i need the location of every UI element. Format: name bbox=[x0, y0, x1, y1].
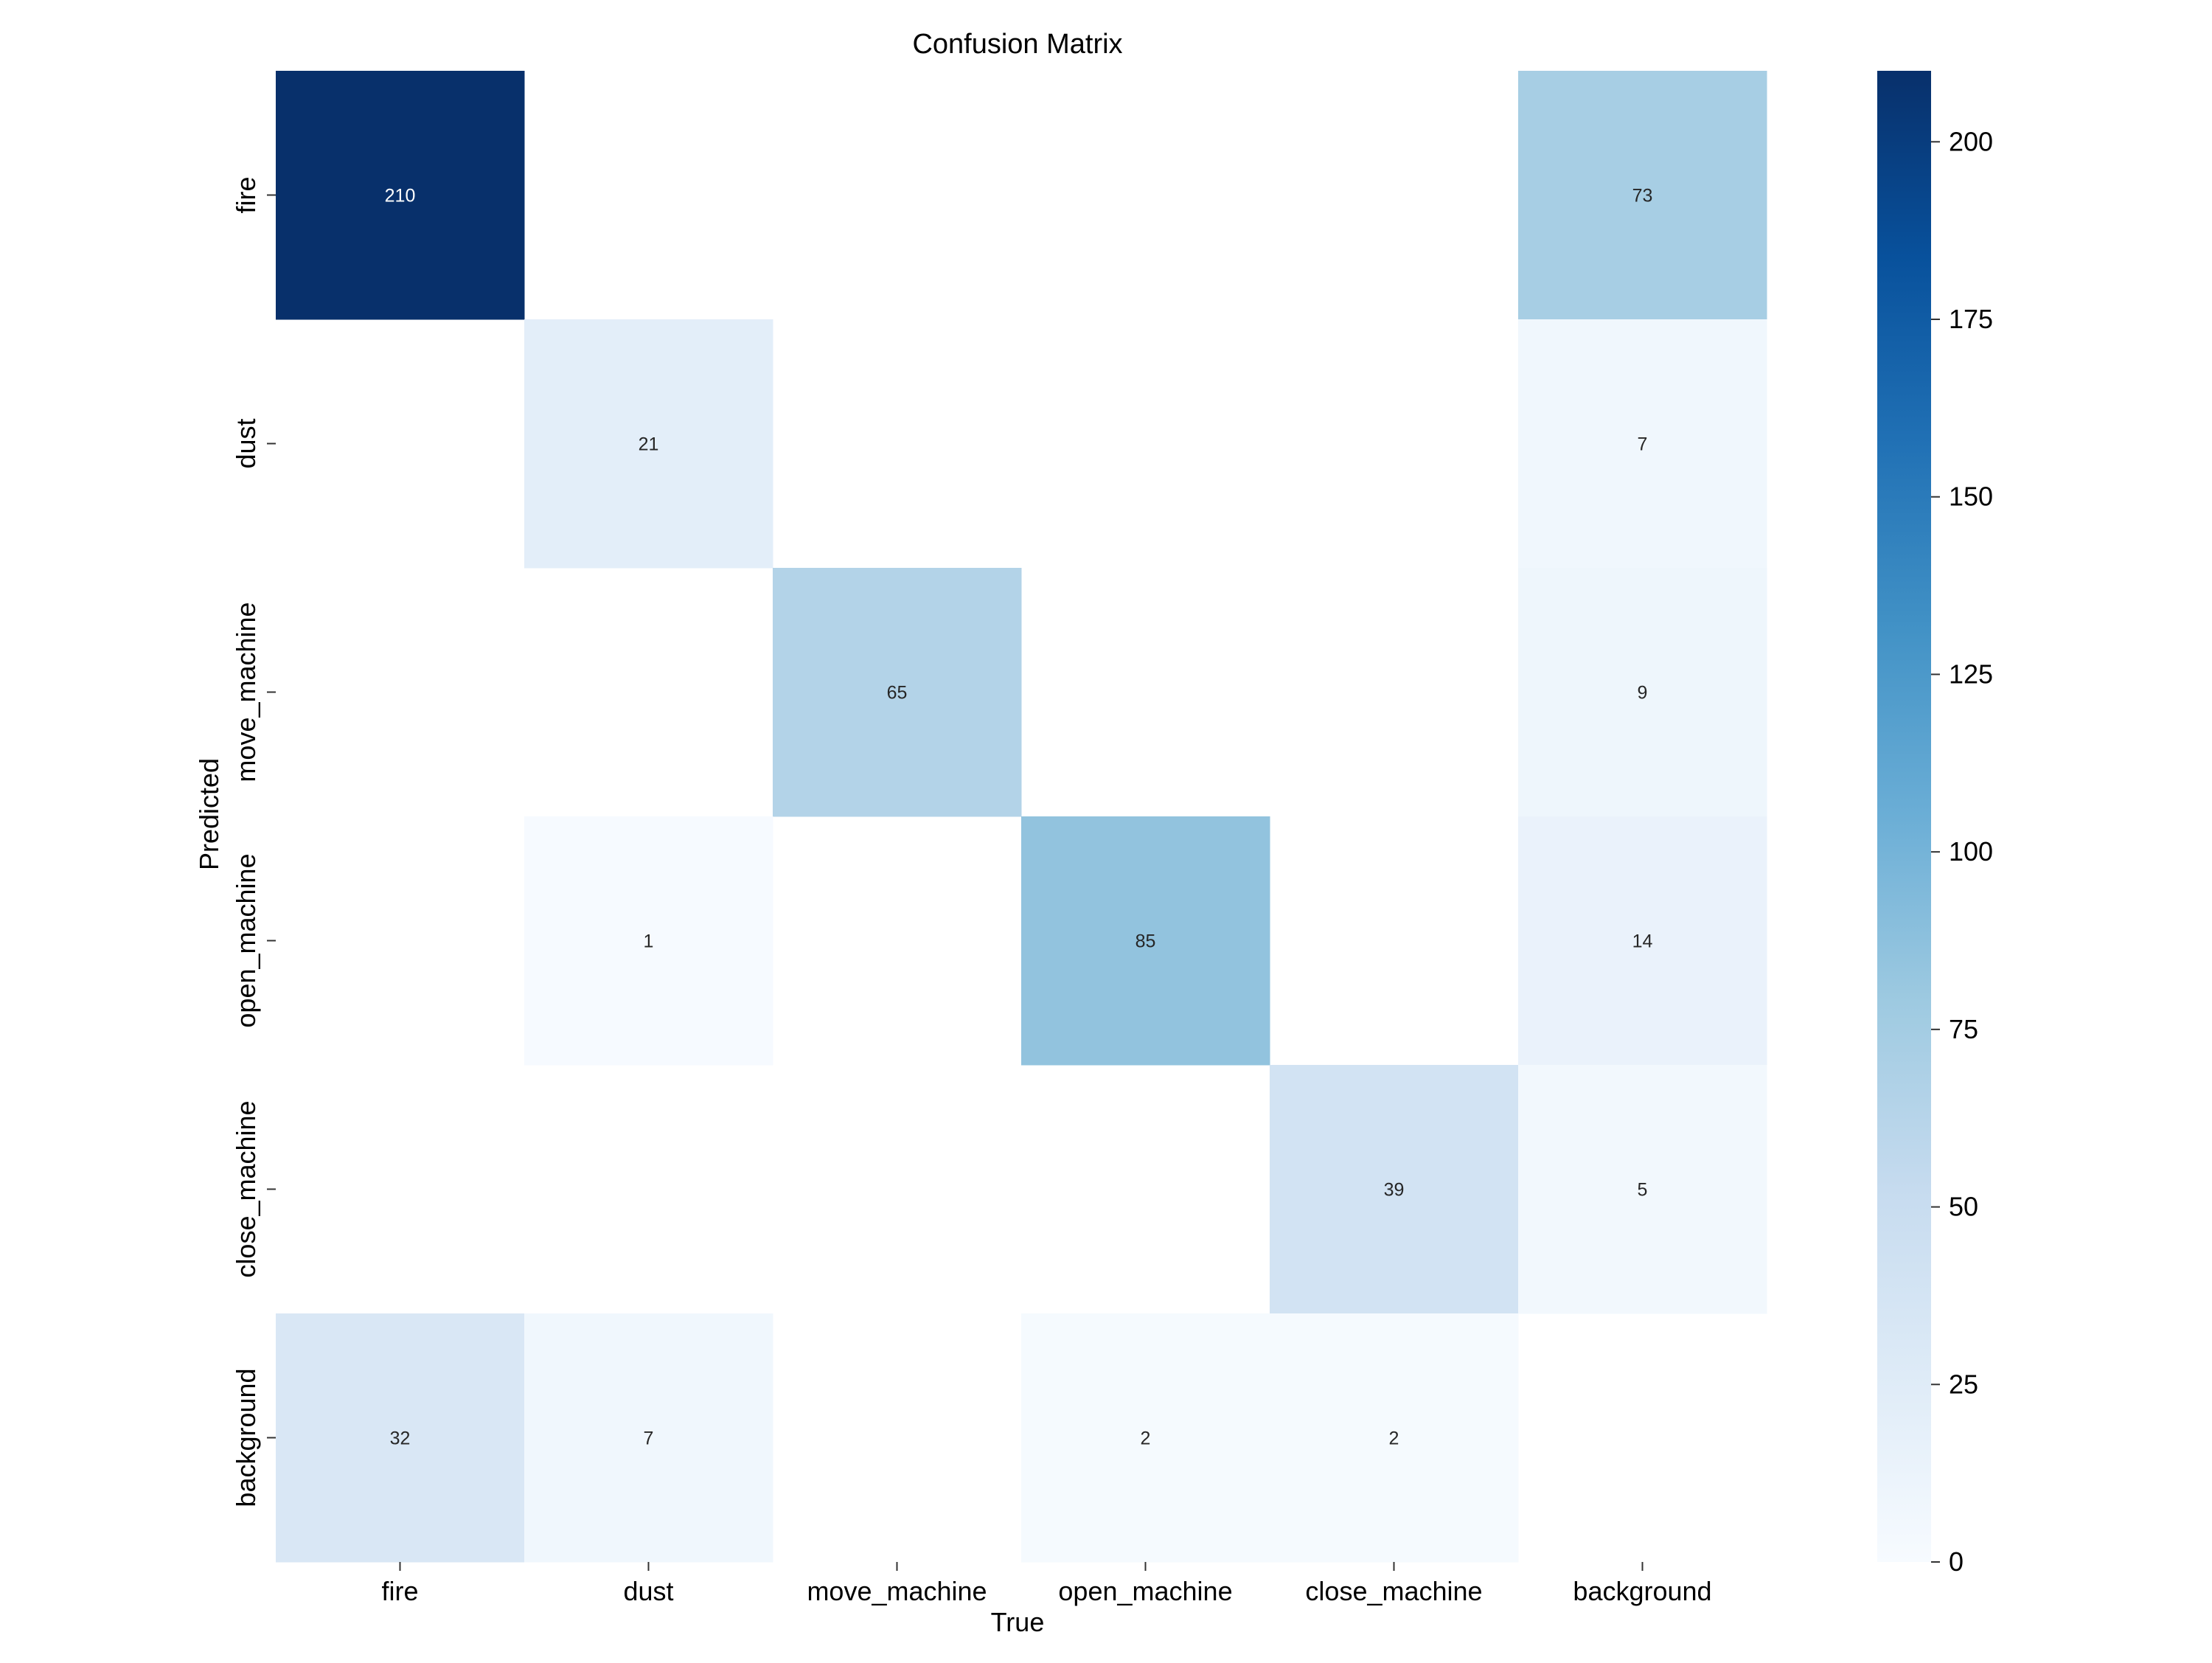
heatmap-cell bbox=[276, 1313, 525, 1563]
cell-value-label: 32 bbox=[390, 1428, 411, 1449]
cell-value-label: 14 bbox=[1632, 931, 1653, 952]
heatmap-cells: 210 73 21 7 65 9 1 85 14 39 5 32 7 2 2 bbox=[276, 71, 1767, 1563]
cell-value-label: 21 bbox=[639, 434, 659, 455]
x-tick-label: fire bbox=[381, 1576, 418, 1606]
y-tick-label: move_machine bbox=[231, 602, 261, 782]
y-tick-label: fire bbox=[231, 176, 261, 213]
x-axis-label: True bbox=[991, 1607, 1045, 1637]
heatmap-cell bbox=[1270, 1065, 1519, 1314]
y-tick-label: background bbox=[231, 1368, 261, 1507]
y-tick-label: open_machine bbox=[231, 853, 261, 1027]
y-axis-label: Predicted bbox=[194, 758, 224, 870]
cell-value-label: 7 bbox=[644, 1428, 654, 1449]
cell-value-label: 5 bbox=[1638, 1180, 1648, 1201]
heatmap-cell bbox=[1518, 71, 1767, 320]
heatmap-cell bbox=[276, 71, 525, 320]
cell-value-label: 1 bbox=[644, 931, 654, 952]
colorbar-gradient bbox=[1877, 71, 1931, 1562]
cell-value-label: 65 bbox=[887, 683, 908, 704]
y-tick-label: dust bbox=[231, 418, 261, 468]
colorbar-tick-label: 75 bbox=[1949, 1014, 1978, 1044]
cell-value-label: 39 bbox=[1384, 1180, 1405, 1201]
colorbar-tick-label: 150 bbox=[1949, 482, 1993, 512]
heatmap-cell bbox=[773, 568, 1022, 817]
colorbar-tick-label: 50 bbox=[1949, 1192, 1978, 1222]
cell-value-label: 85 bbox=[1135, 931, 1156, 952]
heatmap-cell bbox=[524, 1313, 773, 1563]
cell-value-label: 73 bbox=[1632, 186, 1653, 206]
heatmap-cell bbox=[524, 816, 773, 1066]
colorbar-tick-label: 175 bbox=[1949, 304, 1993, 334]
cell-value-label: 2 bbox=[1141, 1428, 1151, 1449]
x-tick-label: move_machine bbox=[807, 1576, 987, 1606]
cell-value-label: 210 bbox=[385, 186, 416, 206]
x-tick-label: close_machine bbox=[1305, 1576, 1482, 1606]
cell-value-label: 2 bbox=[1389, 1428, 1399, 1449]
cell-value-label: 7 bbox=[1638, 434, 1648, 455]
cell-value-label: 9 bbox=[1638, 683, 1648, 704]
x-tick-label: background bbox=[1573, 1576, 1711, 1606]
heatmap-cell bbox=[1518, 568, 1767, 817]
heatmap-cell bbox=[1021, 816, 1270, 1066]
heatmap-cell bbox=[1518, 816, 1767, 1066]
colorbar: 0 25 50 75 100 125 150 175 200 bbox=[1877, 71, 1993, 1577]
chart-title: Confusion Matrix bbox=[912, 29, 1122, 60]
heatmap-cell bbox=[1518, 319, 1767, 569]
heatmap-cell bbox=[1021, 1313, 1270, 1563]
colorbar-tick-label: 0 bbox=[1949, 1546, 1964, 1577]
heatmap-cell bbox=[1518, 1065, 1767, 1314]
heatmap-cell bbox=[1270, 1313, 1519, 1563]
heatmap-cell bbox=[524, 319, 773, 569]
y-tick-label: close_machine bbox=[231, 1100, 261, 1277]
colorbar-tick-label: 125 bbox=[1949, 659, 1993, 689]
axis-ticks: fire dust move_machine open_machine close_ma… bbox=[231, 176, 1712, 1606]
x-tick-label: open_machine bbox=[1058, 1576, 1232, 1606]
colorbar-tick-label: 200 bbox=[1949, 126, 1993, 156]
colorbar-tick-label: 25 bbox=[1949, 1369, 1978, 1399]
x-tick-label: dust bbox=[623, 1576, 673, 1606]
colorbar-tick-label: 100 bbox=[1949, 836, 1993, 867]
